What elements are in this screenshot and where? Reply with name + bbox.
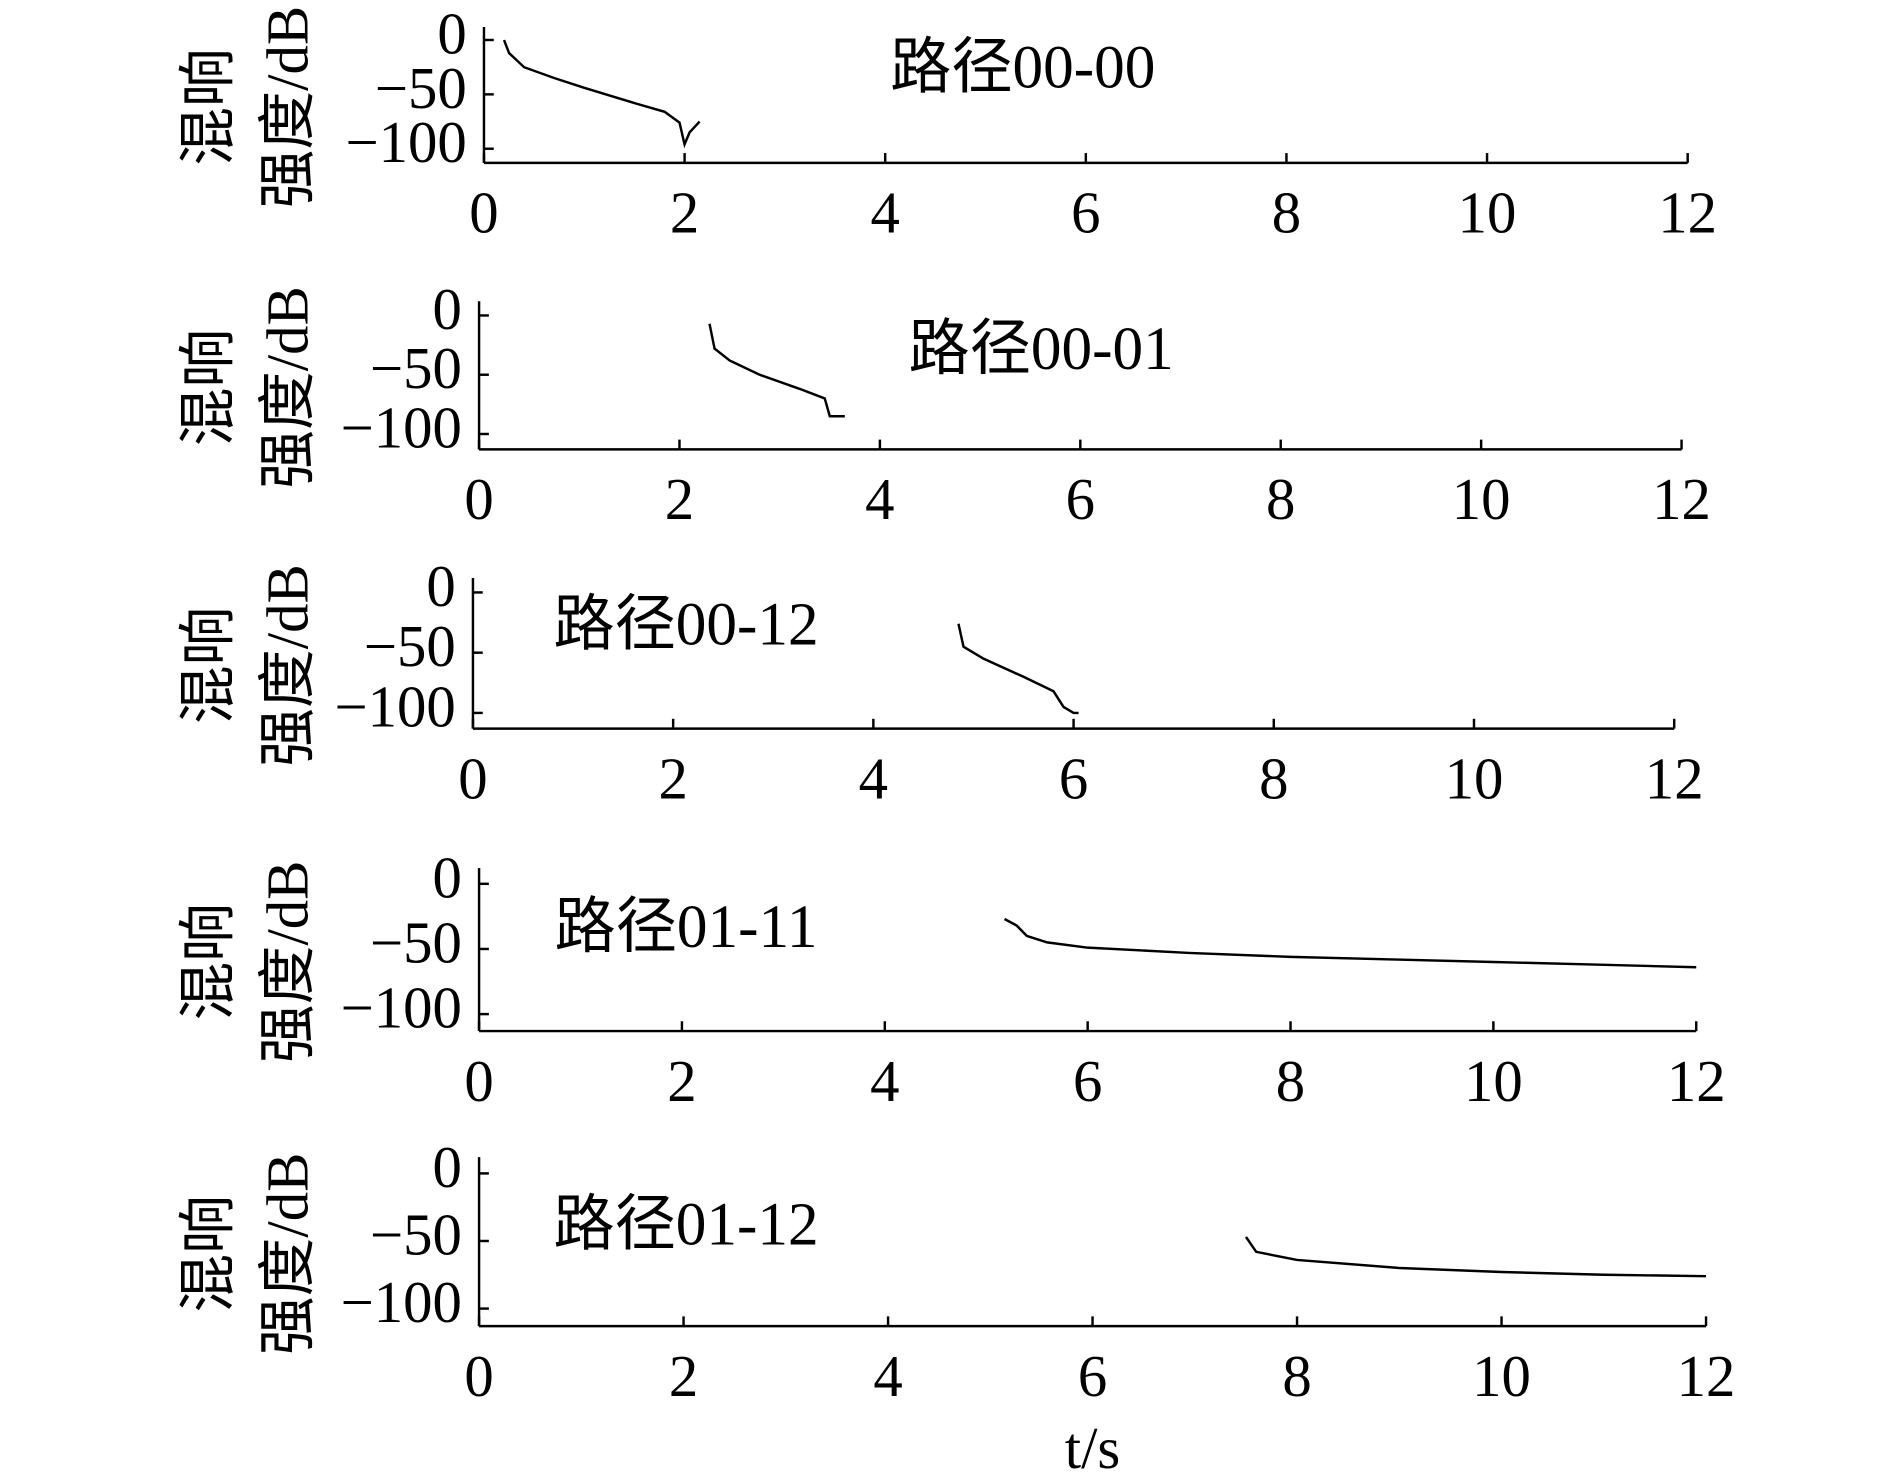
x-tick-label: 6: [1066, 467, 1095, 532]
x-tick-label: 10: [1472, 1344, 1531, 1409]
x-tick-label: 6: [1073, 1049, 1102, 1114]
y-axis-label: 混响: [176, 48, 241, 166]
y-axis-label: 强度/dB: [256, 286, 321, 488]
y-tick-label: 0: [426, 554, 455, 619]
y-tick-label: −100: [335, 674, 456, 739]
y-tick-label: −100: [341, 1270, 462, 1335]
y-tick-label: −100: [341, 395, 462, 460]
y-tick-label: −50: [370, 336, 462, 401]
x-tick-label: 4: [873, 1344, 902, 1409]
y-axis-label: 强度/dB: [256, 861, 321, 1063]
x-tick-label: 10: [1464, 1049, 1523, 1114]
annotation: 路径01-12: [553, 1191, 818, 1259]
x-tick-label: 0: [469, 181, 498, 246]
x-tick-label: 6: [1059, 746, 1088, 811]
data-line: [957, 623, 1079, 715]
y-tick-label: −50: [370, 1202, 462, 1267]
x-axis-label: t/s: [1065, 1416, 1121, 1478]
x-tick-label: 4: [871, 181, 900, 246]
data-line: [1244, 1236, 1707, 1278]
y-tick-label: −100: [346, 110, 467, 175]
x-tick-label: 6: [1078, 1344, 1107, 1409]
x-tick-label: 12: [1645, 746, 1704, 811]
y-tick-label: 0: [437, 1, 466, 66]
y-axis-label: 混响: [176, 607, 241, 725]
y-axis-label: 混响: [176, 903, 241, 1021]
x-tick-label: 8: [1282, 1344, 1311, 1409]
x-tick-label: 4: [859, 746, 888, 811]
x-tick-label: 0: [464, 467, 493, 532]
y-axis-label: 混响: [176, 1195, 241, 1313]
x-tick-label: 0: [464, 1344, 493, 1409]
annotation: 路径00-00: [890, 34, 1155, 102]
x-tick-label: 2: [667, 1049, 696, 1114]
y-axis-label: 强度/dB: [256, 564, 321, 766]
y-tick-label: 0: [433, 277, 462, 342]
y-tick-label: −100: [341, 976, 462, 1041]
y-tick-label: −50: [375, 56, 467, 121]
x-tick-label: 10: [1458, 181, 1517, 246]
x-tick-label: 12: [1667, 1049, 1726, 1114]
x-tick-label: 0: [458, 746, 487, 811]
annotation: 路径01-11: [555, 893, 818, 961]
y-axis-label: 混响: [176, 329, 241, 447]
x-tick-label: 8: [1259, 746, 1288, 811]
y-axis-label: 强度/dB: [256, 6, 321, 208]
data-line: [708, 323, 845, 418]
x-tick-label: 8: [1272, 181, 1301, 246]
x-tick-label: 2: [665, 467, 694, 532]
annotation: 路径00-12: [553, 591, 818, 659]
y-axis-label: 强度/dB: [256, 1153, 321, 1355]
data-line: [502, 39, 701, 149]
x-tick-label: 8: [1266, 467, 1295, 532]
x-tick-label: 2: [670, 181, 699, 246]
x-tick-label: 4: [870, 1049, 899, 1114]
y-tick-label: −50: [364, 614, 456, 679]
x-tick-label: 12: [1677, 1344, 1736, 1409]
x-tick-label: 10: [1445, 746, 1504, 811]
x-tick-label: 12: [1652, 467, 1711, 532]
data-line: [1003, 917, 1697, 969]
x-tick-label: 4: [865, 467, 894, 532]
y-tick-label: 0: [433, 1135, 462, 1200]
x-tick-label: 0: [464, 1049, 493, 1114]
x-tick-label: 2: [669, 1344, 698, 1409]
x-tick-label: 10: [1452, 467, 1511, 532]
x-tick-label: 6: [1071, 181, 1100, 246]
x-tick-label: 8: [1276, 1049, 1305, 1114]
x-tick-label: 2: [658, 746, 687, 811]
x-tick-label: 12: [1658, 181, 1717, 246]
annotation: 路径00-01: [908, 315, 1173, 383]
y-tick-label: 0: [433, 845, 462, 910]
y-tick-label: −50: [370, 910, 462, 975]
